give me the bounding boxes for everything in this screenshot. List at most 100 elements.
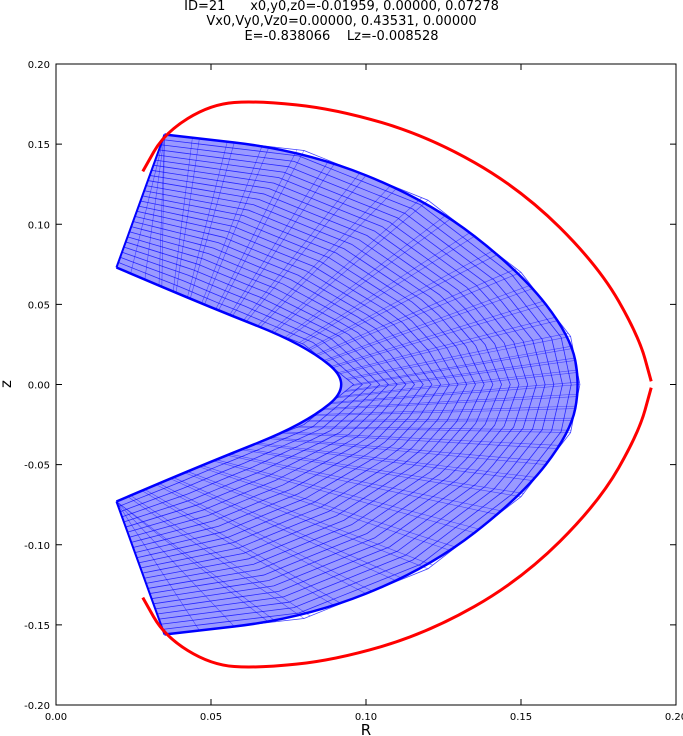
y-tick-label: -0.10 bbox=[24, 541, 50, 552]
orbit-mesh-line bbox=[254, 443, 534, 481]
orbit-mesh-line bbox=[184, 472, 429, 570]
zero-velocity-curve-upper bbox=[141, 100, 653, 382]
orbit-mesh-line bbox=[301, 236, 475, 344]
orbit-mesh-line bbox=[346, 357, 575, 391]
y-tick-label: 0.20 bbox=[28, 60, 50, 71]
y-tick-label: 0.05 bbox=[28, 300, 50, 311]
orbit-mesh-line bbox=[144, 190, 485, 579]
orbit-mesh-line bbox=[198, 466, 452, 552]
orbit-mesh-line bbox=[204, 146, 270, 305]
orbit-mesh-line bbox=[344, 360, 576, 393]
orbit-mesh-line bbox=[158, 134, 165, 286]
orbit-mesh-line bbox=[147, 180, 502, 589]
orbit-mesh-line bbox=[158, 483, 373, 592]
orbit-mesh-line bbox=[132, 221, 433, 548]
orbit-top-edge bbox=[115, 134, 166, 268]
orbit-mesh-line bbox=[116, 501, 235, 627]
orbit-mesh-line bbox=[323, 393, 579, 409]
orbit-mesh-line bbox=[299, 232, 471, 343]
chart-title-line-1: ID=21 x0,y0,z0=-0.01959, 0.00000, 0.0727… bbox=[184, 0, 499, 14]
orbit-mesh-line bbox=[246, 175, 367, 322]
orbit-mesh-line bbox=[325, 288, 534, 362]
orbit-mesh-line bbox=[131, 226, 424, 543]
orbit-mesh-line bbox=[331, 381, 580, 403]
orbit-mesh-line bbox=[316, 405, 576, 415]
orbit-mesh-line bbox=[346, 332, 569, 379]
orbit-mesh-line bbox=[288, 217, 452, 339]
orbit-mesh-line bbox=[322, 396, 578, 411]
orbit-mesh-line bbox=[314, 408, 576, 417]
orbit-mesh-line bbox=[187, 141, 228, 298]
orbit-mesh-line bbox=[149, 175, 511, 594]
orbit-mesh-line bbox=[274, 199, 429, 333]
orbit-mesh-line bbox=[127, 496, 305, 619]
orbit-mesh-line bbox=[229, 160, 330, 316]
orbit-mesh-line bbox=[127, 236, 407, 533]
orbit-mesh-line bbox=[173, 477, 404, 579]
x-tick-label: 0.15 bbox=[510, 712, 532, 723]
y-tick-label: -0.05 bbox=[24, 461, 50, 472]
orbit-mesh-line bbox=[307, 420, 573, 423]
x-tick-label: 0.00 bbox=[45, 712, 67, 723]
orbit-mesh-line bbox=[162, 139, 572, 630]
plot-content bbox=[115, 100, 653, 669]
orbit-mesh-line bbox=[347, 336, 571, 380]
orbit-mesh-line bbox=[243, 448, 524, 494]
orbit-mesh-line bbox=[116, 501, 200, 631]
orbit-mesh-line bbox=[156, 484, 367, 594]
orbit-mesh-line bbox=[271, 197, 422, 332]
orbit-mesh-line bbox=[201, 465, 456, 548]
orbit-mesh-line bbox=[285, 214, 447, 338]
y-axis-label: z bbox=[0, 380, 15, 388]
orbit-mesh-line bbox=[157, 154, 546, 615]
orbit-mesh-line bbox=[151, 169, 520, 600]
orbit-mesh-line bbox=[268, 438, 546, 465]
orbit-mesh-line bbox=[215, 149, 298, 310]
y-tick-label: 0.00 bbox=[28, 381, 50, 392]
orbit-mesh-line bbox=[340, 320, 559, 374]
orbit-mesh-line bbox=[257, 442, 536, 478]
chart-title-line-2: Vx0,Vy0,Vz0=0.00000, 0.43531, 0.00000 bbox=[206, 14, 477, 29]
orbit-outer-edge bbox=[164, 133, 579, 636]
orbit-mesh-line bbox=[337, 372, 578, 399]
axis-ticks: 0.00 0.05 0.10 0.15 0.20 0.20 0.15 0.10 0.05 0.00… bbox=[24, 60, 683, 723]
orbit-mesh-line bbox=[229, 453, 503, 512]
y-tick-label: 0.10 bbox=[28, 220, 50, 231]
orbit-mesh-line bbox=[316, 268, 517, 355]
orbit-mesh-line bbox=[189, 142, 235, 299]
y-tick-label: 0.15 bbox=[28, 140, 50, 151]
orbit-mesh-line bbox=[134, 215, 442, 554]
orbit-mesh-line bbox=[130, 134, 165, 274]
orbit-mesh-line bbox=[187, 471, 433, 566]
orbit-mesh-line bbox=[142, 195, 476, 574]
orbit-mesh-line bbox=[332, 304, 546, 368]
orbit-mesh-line bbox=[118, 262, 363, 507]
orbit-mesh-line bbox=[161, 134, 165, 287]
orbit-mesh-line bbox=[201, 145, 263, 304]
orbit-mesh-line bbox=[338, 369, 578, 397]
orbit-mesh-line bbox=[257, 185, 392, 327]
orbit-mesh-line bbox=[329, 384, 580, 405]
orbit-mesh-line bbox=[285, 431, 561, 446]
orbit-mesh-line bbox=[130, 495, 311, 617]
orbit-mesh-line bbox=[331, 300, 544, 367]
orbit-mesh-line bbox=[144, 489, 342, 604]
orbit-mesh-line bbox=[282, 432, 559, 449]
orbit-mesh-line bbox=[153, 164, 529, 605]
x-tick-label: 0.10 bbox=[355, 712, 377, 723]
y-tick-label: -0.20 bbox=[24, 701, 50, 712]
orbit-mesh-line bbox=[144, 134, 165, 280]
orbit-mesh-line bbox=[260, 187, 398, 328]
orbit-mesh-line bbox=[296, 427, 571, 433]
orbit-mesh-line bbox=[317, 272, 522, 356]
orbit-mesh-line bbox=[140, 200, 468, 569]
orbit-mesh-line bbox=[352, 348, 573, 386]
orbit-mesh-line bbox=[310, 254, 498, 350]
orbit-mesh-line bbox=[215, 459, 480, 530]
y-tick-label: -0.15 bbox=[24, 621, 50, 632]
orbit-mesh-line bbox=[308, 250, 494, 349]
orbit-mesh-line bbox=[271, 437, 549, 462]
orbit-mesh-line bbox=[308, 417, 574, 421]
orbit-mesh-line bbox=[141, 490, 336, 607]
